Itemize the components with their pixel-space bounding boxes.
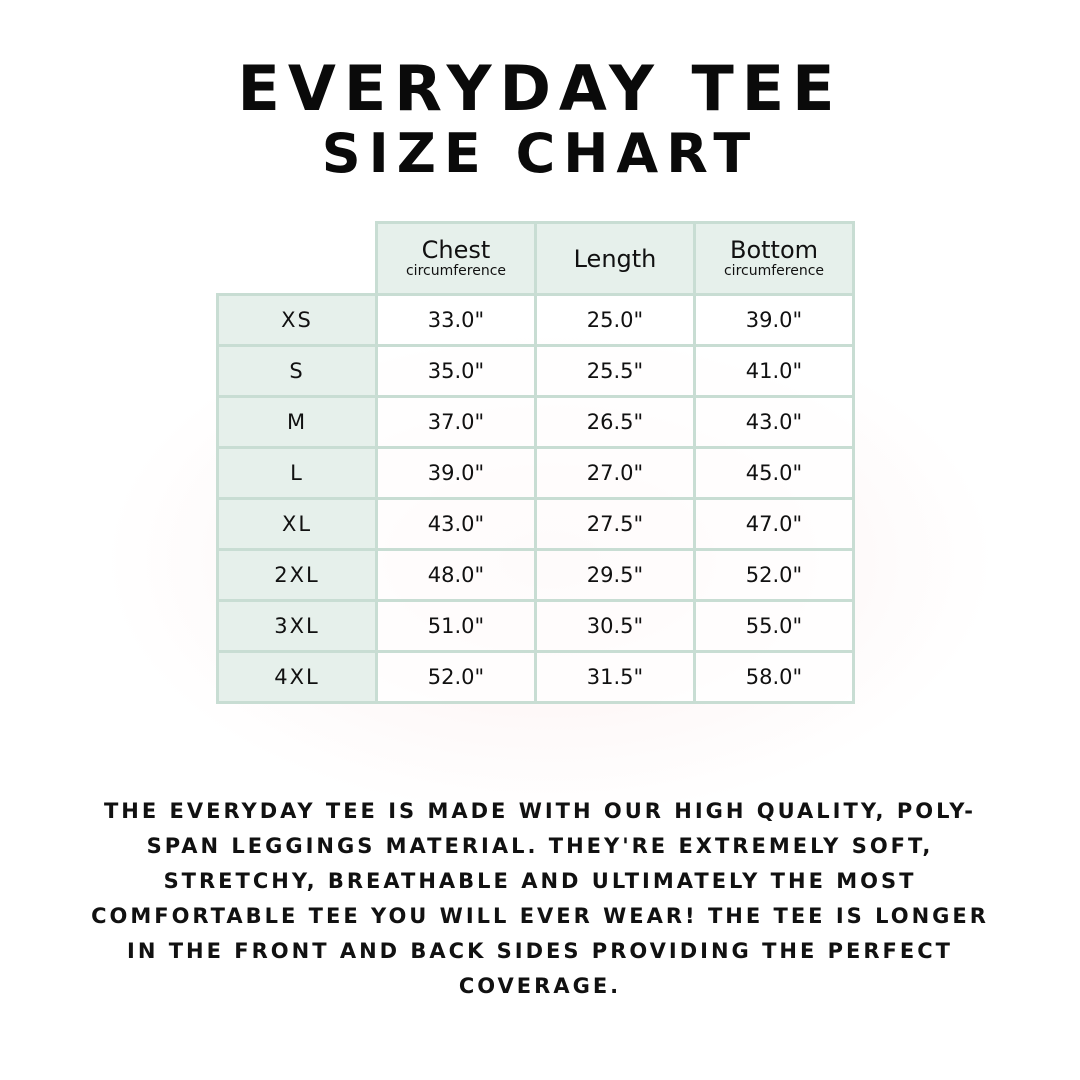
chest-cell: 37.0"	[375, 395, 537, 449]
chest-cell: 48.0"	[375, 548, 537, 602]
length-cell: 25.0"	[534, 293, 696, 347]
table-row: XS 33.0" 25.0" 39.0"	[216, 293, 855, 347]
header-sublabel: circumference	[723, 262, 825, 279]
bottom-cell: 45.0"	[693, 446, 855, 500]
header-blank-cell	[218, 223, 377, 295]
size-cell: 4XL	[216, 650, 378, 704]
bottom-cell: 58.0"	[693, 650, 855, 704]
size-chart-table: Chest circumference Length Bottom circumfe…	[216, 221, 855, 704]
bottom-cell: 43.0"	[693, 395, 855, 449]
table-row: 4XL 52.0" 31.5" 58.0"	[216, 650, 855, 704]
bottom-cell: 52.0"	[693, 548, 855, 602]
table-row: S 35.0" 25.5" 41.0"	[216, 344, 855, 398]
size-cell: L	[216, 446, 378, 500]
size-cell: S	[216, 344, 378, 398]
header-bottom: Bottom circumference	[693, 221, 855, 296]
size-cell: XL	[216, 497, 378, 551]
length-cell: 26.5"	[534, 395, 696, 449]
product-description: The Everyday Tee is made with our high q…	[91, 799, 989, 998]
header-sublabel: circumference	[405, 262, 507, 279]
page-title: EVERYDAY TEE	[237, 52, 843, 125]
header-label: Chest	[421, 235, 491, 264]
header-chest: Chest circumference	[375, 221, 537, 296]
chest-cell: 33.0"	[375, 293, 537, 347]
bottom-cell: 55.0"	[693, 599, 855, 653]
length-cell: 27.0"	[534, 446, 696, 500]
length-cell: 29.5"	[534, 548, 696, 602]
table-header-row: Chest circumference Length Bottom circumfe…	[218, 221, 855, 296]
length-cell: 27.5"	[534, 497, 696, 551]
table-row: M 37.0" 26.5" 43.0"	[216, 395, 855, 449]
length-cell: 25.5"	[534, 344, 696, 398]
size-cell: M	[216, 395, 378, 449]
chest-cell: 43.0"	[375, 497, 537, 551]
bottom-cell: 39.0"	[693, 293, 855, 347]
page-subtitle: SIZE CHART	[321, 122, 759, 185]
table-row: XL 43.0" 27.5" 47.0"	[216, 497, 855, 551]
length-cell: 31.5"	[534, 650, 696, 704]
chest-cell: 39.0"	[375, 446, 537, 500]
header-length: Length	[534, 221, 696, 296]
size-cell: 2XL	[216, 548, 378, 602]
bottom-cell: 47.0"	[693, 497, 855, 551]
table-row: 2XL 48.0" 29.5" 52.0"	[216, 548, 855, 602]
header-label: Bottom	[729, 235, 819, 264]
chest-cell: 51.0"	[375, 599, 537, 653]
table-row: L 39.0" 27.0" 45.0"	[216, 446, 855, 500]
length-cell: 30.5"	[534, 599, 696, 653]
size-cell: 3XL	[216, 599, 378, 653]
bottom-cell: 41.0"	[693, 344, 855, 398]
size-cell: XS	[216, 293, 378, 347]
table-row: 3XL 51.0" 30.5" 55.0"	[216, 599, 855, 653]
header-label: Length	[573, 244, 657, 273]
chest-cell: 35.0"	[375, 344, 537, 398]
chest-cell: 52.0"	[375, 650, 537, 704]
